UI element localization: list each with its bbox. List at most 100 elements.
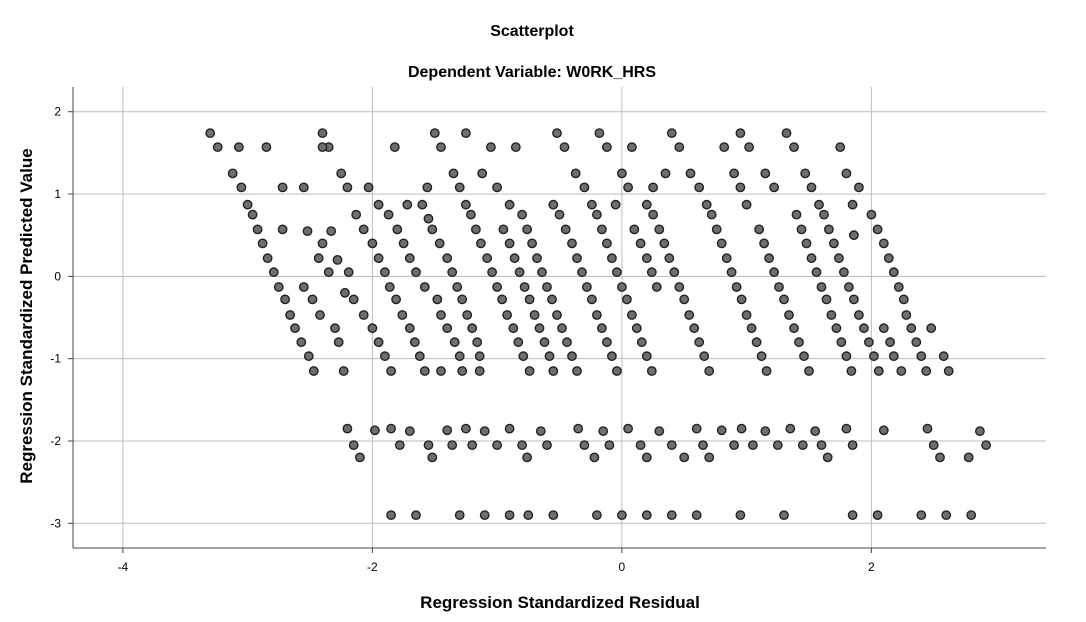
data-point	[457, 366, 468, 376]
data-point	[885, 337, 895, 348]
data-point	[386, 423, 396, 434]
data-point	[509, 253, 520, 264]
data-point	[577, 267, 587, 278]
data-point	[878, 238, 889, 249]
data-point	[348, 440, 359, 450]
data-point	[660, 168, 671, 179]
data-point	[492, 282, 502, 292]
data-point	[336, 168, 347, 179]
data-point	[373, 253, 384, 264]
data-point	[467, 440, 478, 450]
data-point	[454, 351, 465, 362]
data-point	[888, 351, 899, 362]
data-point	[674, 282, 685, 292]
data-point	[627, 142, 637, 153]
data-point	[479, 510, 490, 520]
data-point	[559, 142, 570, 153]
data-point	[701, 199, 712, 210]
data-point	[627, 310, 637, 320]
data-point	[529, 310, 540, 320]
data-point	[846, 366, 857, 376]
data-point	[552, 310, 562, 320]
data-point	[811, 267, 822, 278]
data-point	[457, 294, 468, 305]
data-point	[422, 182, 433, 193]
data-point	[844, 282, 854, 292]
data-point	[227, 168, 238, 179]
data-point	[452, 282, 463, 292]
data-point	[736, 423, 747, 434]
data-point	[873, 366, 884, 376]
data-point	[756, 351, 767, 362]
data-point	[579, 182, 590, 193]
data-point	[854, 182, 864, 193]
data-point	[423, 440, 434, 450]
data-point	[691, 423, 702, 434]
x-tick-label: -4	[118, 560, 129, 574]
data-point	[592, 510, 602, 520]
data-point	[474, 351, 485, 362]
data-point	[508, 323, 519, 334]
data-point	[764, 253, 774, 264]
data-point	[277, 224, 288, 235]
data-point	[205, 128, 216, 139]
data-point	[835, 142, 846, 153]
data-point	[711, 224, 722, 235]
data-point	[326, 226, 337, 237]
grid-lines	[73, 87, 1046, 548]
data-point	[402, 199, 413, 210]
data-point	[651, 282, 662, 292]
y-tick-label: 0	[54, 269, 61, 283]
data-point	[417, 199, 428, 210]
data-point	[517, 209, 527, 220]
data-point	[315, 310, 325, 320]
data-point	[485, 142, 496, 153]
y-tick-label: -2	[50, 434, 61, 448]
data-point	[460, 128, 471, 139]
data-point	[789, 142, 799, 153]
data-point	[735, 182, 746, 193]
data-point	[302, 226, 313, 237]
data-point	[391, 294, 401, 305]
data-point	[510, 142, 521, 153]
data-point	[612, 267, 622, 278]
x-tick-label: 0	[619, 560, 626, 574]
data-point	[797, 440, 808, 450]
data-point	[514, 267, 525, 278]
data-point	[394, 440, 405, 450]
data-point	[333, 337, 344, 348]
data-point	[759, 238, 769, 249]
data-point	[290, 323, 300, 334]
data-point	[343, 267, 354, 278]
data-point	[735, 128, 746, 139]
data-point	[467, 323, 478, 334]
data-point	[369, 425, 380, 436]
data-point	[822, 452, 833, 463]
data-point	[257, 238, 268, 249]
data-point	[447, 267, 458, 278]
data-point	[404, 426, 415, 436]
data-point	[847, 510, 858, 520]
data-point	[308, 366, 319, 376]
data-point	[367, 238, 378, 249]
data-point	[560, 224, 571, 235]
data-point	[342, 182, 353, 193]
data-point	[849, 230, 859, 241]
data-point	[878, 425, 889, 436]
data-point	[442, 323, 453, 334]
data-point	[447, 440, 458, 450]
data-point	[436, 366, 446, 376]
data-point	[617, 168, 627, 179]
data-point	[379, 267, 390, 278]
data-point	[641, 452, 652, 463]
data-point	[460, 423, 471, 434]
data-point	[810, 426, 821, 436]
data-point	[303, 351, 314, 362]
data-point	[233, 142, 244, 153]
data-point	[704, 452, 715, 463]
data-point	[307, 294, 318, 305]
data-point	[502, 310, 512, 320]
data-point	[587, 294, 597, 305]
data-point	[504, 238, 515, 249]
